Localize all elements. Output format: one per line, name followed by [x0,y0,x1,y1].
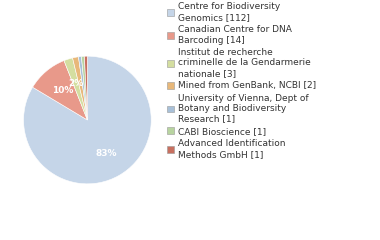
Wedge shape [78,56,87,120]
Wedge shape [84,56,87,120]
Text: 83%: 83% [95,149,117,158]
Wedge shape [73,57,87,120]
Wedge shape [33,60,87,120]
Text: 2%: 2% [68,79,84,88]
Wedge shape [24,56,151,184]
Wedge shape [81,56,87,120]
Text: 10%: 10% [52,86,73,95]
Legend: Centre for Biodiversity
Genomics [112], Canadian Centre for DNA
Barcoding [14], : Centre for Biodiversity Genomics [112], … [167,2,316,159]
Wedge shape [64,58,87,120]
